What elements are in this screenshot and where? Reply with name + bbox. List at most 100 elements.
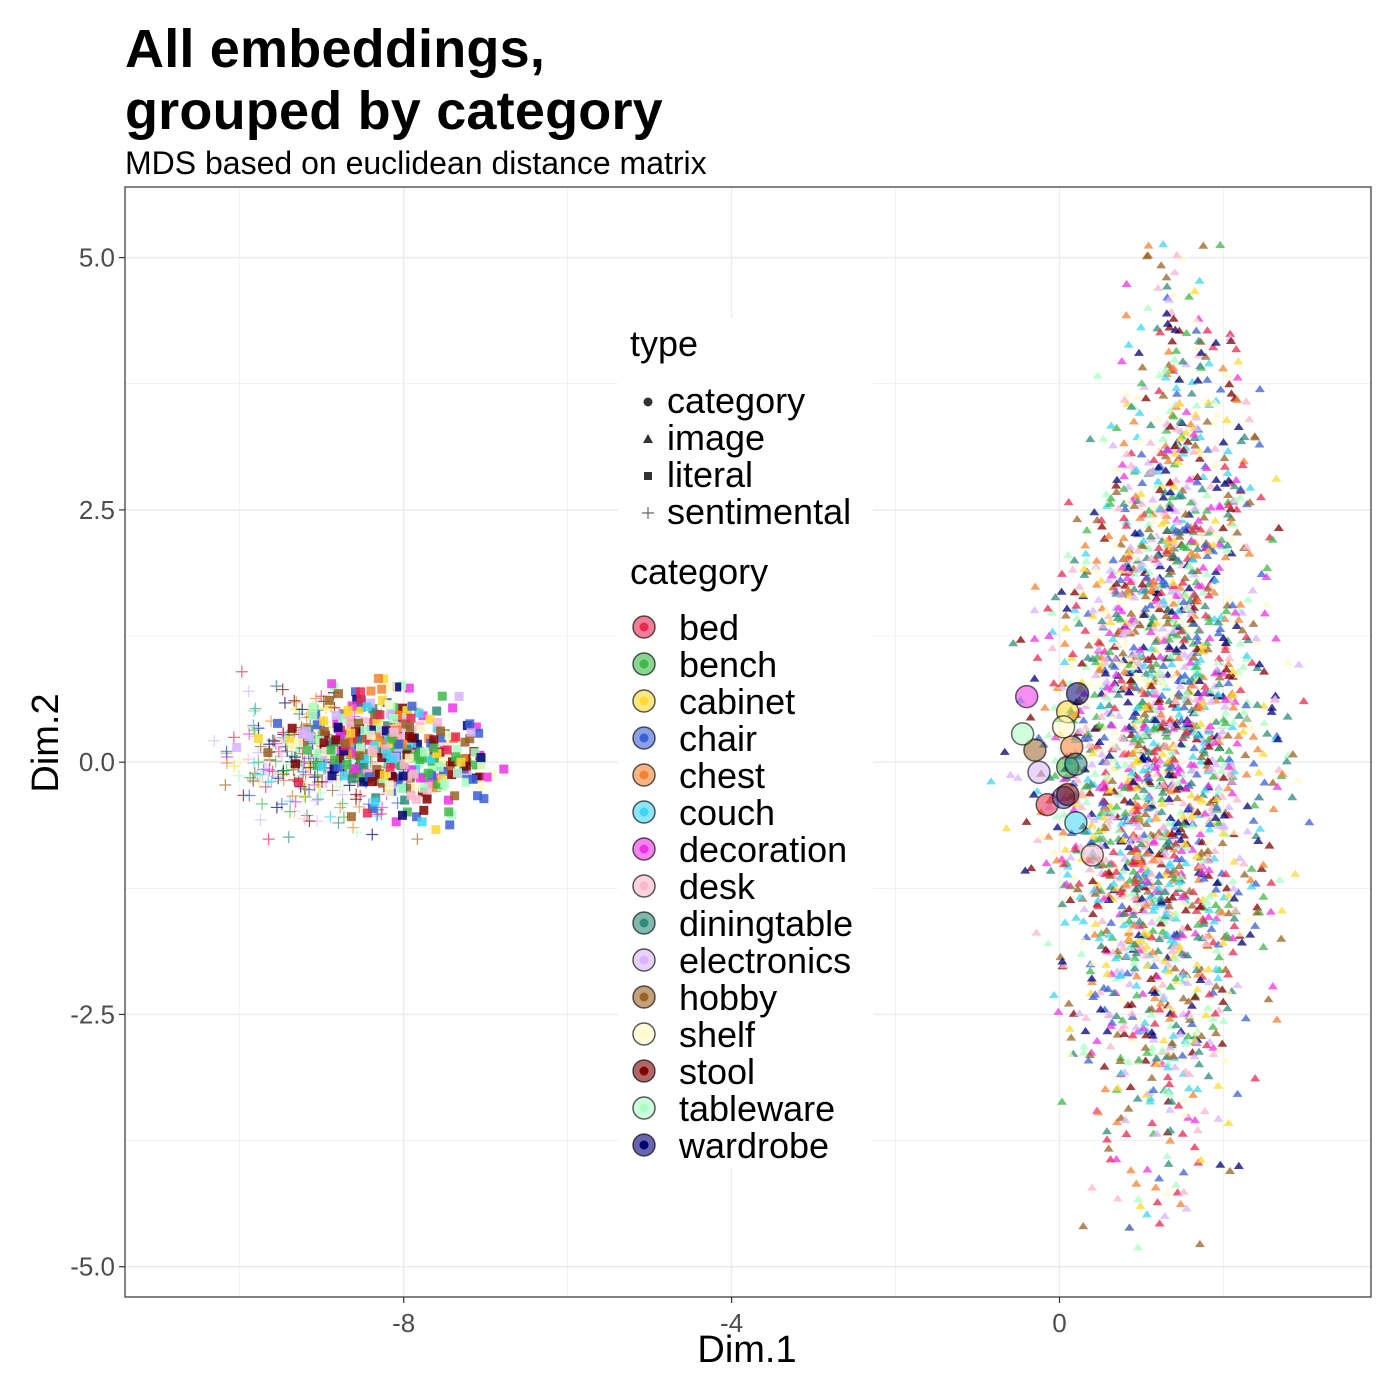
image-point xyxy=(1164,1014,1175,1022)
image-point xyxy=(1123,1057,1134,1065)
image-point xyxy=(1116,357,1127,365)
image-point xyxy=(1141,901,1152,909)
image-point xyxy=(1101,960,1112,968)
image-point xyxy=(1139,730,1150,739)
image-point xyxy=(1097,799,1108,807)
image-point xyxy=(1211,760,1222,768)
image-point xyxy=(1180,509,1191,518)
literal-point xyxy=(407,733,417,743)
image-point xyxy=(1192,731,1203,739)
image-point xyxy=(1104,930,1115,938)
image-point xyxy=(1090,769,1101,777)
image-point xyxy=(1276,934,1287,942)
image-point xyxy=(1173,878,1184,886)
image-point xyxy=(1158,822,1169,830)
image-point xyxy=(1171,785,1182,793)
image-point xyxy=(1235,493,1246,501)
image-point xyxy=(1032,653,1043,661)
image-point xyxy=(1125,1082,1136,1091)
image-point xyxy=(1081,526,1092,534)
image-point xyxy=(1252,700,1263,708)
image-point xyxy=(1086,679,1097,687)
image-point xyxy=(1220,869,1231,878)
image-point xyxy=(1150,715,1161,723)
image-point xyxy=(1161,309,1172,317)
image-point xyxy=(1223,659,1234,668)
image-point xyxy=(1047,643,1058,652)
image-point xyxy=(1104,628,1115,637)
image-point xyxy=(1192,985,1203,993)
literal-point xyxy=(386,682,396,692)
image-point xyxy=(1131,465,1142,474)
image-point xyxy=(1165,422,1176,430)
image-point xyxy=(1153,283,1164,292)
image-point xyxy=(1131,792,1142,800)
image-point xyxy=(1228,718,1239,726)
image-point xyxy=(1243,915,1254,923)
image-point xyxy=(1224,653,1235,662)
image-point xyxy=(1251,908,1262,916)
image-point xyxy=(1251,634,1262,642)
image-point xyxy=(1078,590,1089,598)
image-point xyxy=(1131,972,1142,980)
image-point xyxy=(1044,631,1055,640)
literal-point xyxy=(407,738,417,748)
image-point xyxy=(1133,1195,1144,1203)
literal-point xyxy=(387,733,397,743)
image-point xyxy=(1213,787,1224,795)
literal-point xyxy=(461,761,471,771)
image-point xyxy=(1099,733,1110,741)
image-point xyxy=(1084,865,1095,873)
image-point xyxy=(1165,651,1176,659)
image-point xyxy=(1095,680,1106,688)
image-point xyxy=(1105,1010,1116,1019)
image-point xyxy=(1125,1166,1136,1174)
image-point xyxy=(1095,701,1106,709)
literal-point xyxy=(354,718,364,728)
image-point xyxy=(1252,663,1263,672)
literal-point xyxy=(253,733,263,743)
image-point xyxy=(1206,924,1217,932)
image-point xyxy=(1211,658,1222,666)
image-point xyxy=(1152,782,1163,790)
image-point xyxy=(1069,605,1080,613)
image-point xyxy=(1139,928,1150,936)
image-point xyxy=(1026,863,1037,872)
image-point xyxy=(1187,901,1198,909)
image-point xyxy=(1213,690,1224,698)
image-point xyxy=(1094,737,1105,746)
sentimental-point xyxy=(270,680,283,693)
image-point xyxy=(1161,905,1172,914)
literal-point xyxy=(433,779,443,789)
legend-category-label: hobby xyxy=(679,977,778,1018)
image-point xyxy=(1126,768,1137,776)
image-point xyxy=(1156,448,1167,457)
image-point xyxy=(1188,603,1199,611)
image-point xyxy=(1105,566,1116,574)
image-point xyxy=(1241,542,1252,550)
image-point xyxy=(1198,919,1209,927)
image-point xyxy=(1213,654,1224,662)
image-point xyxy=(1076,949,1087,957)
image-point xyxy=(1258,749,1269,757)
image-point xyxy=(1098,778,1109,787)
image-point xyxy=(1227,934,1238,942)
category-point-hobby xyxy=(1023,738,1047,762)
image-point xyxy=(1258,892,1269,900)
image-point xyxy=(1135,513,1146,521)
image-point xyxy=(1190,1116,1201,1124)
image-point xyxy=(1057,678,1068,686)
image-point xyxy=(1142,770,1153,778)
literal-point xyxy=(370,709,380,719)
literal-point xyxy=(326,745,336,755)
image-point xyxy=(1129,650,1140,658)
image-point xyxy=(1195,902,1206,910)
image-point xyxy=(1130,818,1141,827)
sentimental-point xyxy=(353,800,366,813)
image-point xyxy=(1136,499,1147,507)
image-point xyxy=(1167,893,1178,901)
image-point xyxy=(1197,641,1208,649)
sentimental-point xyxy=(315,775,328,788)
literal-point xyxy=(342,760,352,770)
image-point xyxy=(1090,565,1101,573)
